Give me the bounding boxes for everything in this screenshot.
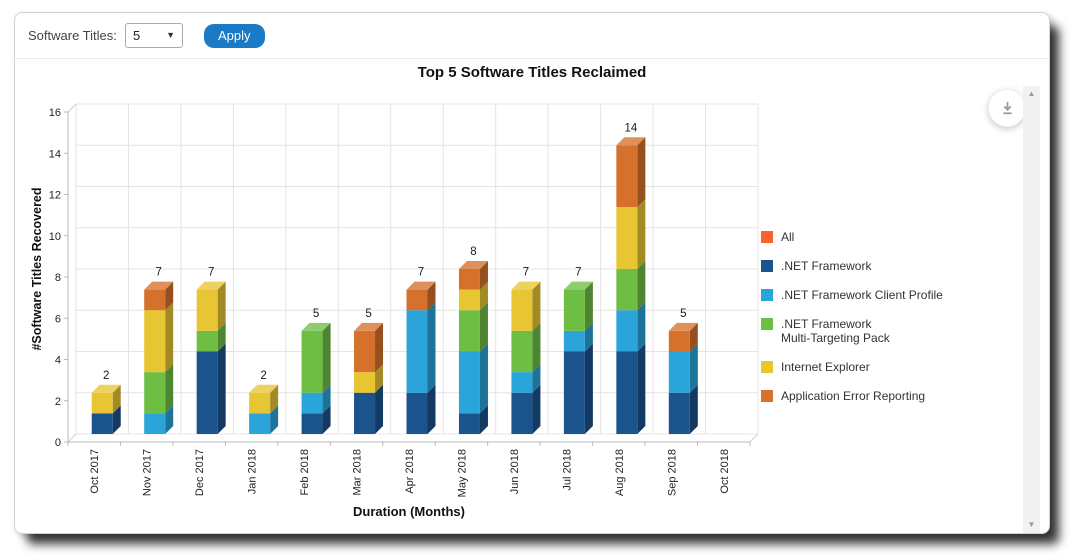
svg-text:Aug 2018: Aug 2018 <box>614 449 626 496</box>
svg-text:2: 2 <box>55 396 61 408</box>
svg-text:Nov 2017: Nov 2017 <box>142 449 154 496</box>
svg-text:7: 7 <box>575 267 581 279</box>
svg-text:Apr 2018: Apr 2018 <box>404 449 416 494</box>
legend-item[interactable]: .NET Framework Multi-Targeting Pack <box>761 317 991 345</box>
apply-button[interactable]: Apply <box>204 24 265 48</box>
svg-text:2: 2 <box>103 370 109 382</box>
svg-text:14: 14 <box>624 122 637 134</box>
svg-text:#Software Titles Recovered: #Software Titles Recovered <box>30 187 44 350</box>
svg-text:7: 7 <box>155 267 161 279</box>
svg-text:5: 5 <box>365 308 371 320</box>
vertical-scrollbar[interactable]: ▲ ▼ <box>1023 86 1040 533</box>
svg-text:5: 5 <box>680 308 686 320</box>
svg-text:12: 12 <box>49 190 61 202</box>
legend-item-label: .NET Framework <box>781 259 872 273</box>
svg-text:5: 5 <box>313 308 319 320</box>
chevron-down-icon: ▼ <box>166 30 175 40</box>
download-button[interactable] <box>988 89 1026 127</box>
legend-item-label: All <box>781 230 795 244</box>
legend-swatch-icon <box>761 231 773 243</box>
svg-text:8: 8 <box>55 272 61 284</box>
legend-swatch-icon <box>761 289 773 301</box>
legend-item-label: .NET Framework Client Profile <box>781 288 943 302</box>
software-titles-select[interactable]: 5 ▼ <box>125 23 183 48</box>
svg-text:Feb 2018: Feb 2018 <box>299 449 311 495</box>
svg-text:14: 14 <box>49 148 61 160</box>
software-titles-label: Software Titles: <box>28 28 117 43</box>
svg-text:Dec 2017: Dec 2017 <box>194 449 206 496</box>
svg-text:Oct 2018: Oct 2018 <box>719 449 731 494</box>
legend-swatch-icon <box>761 361 773 373</box>
legend-item[interactable]: .NET Framework <box>761 259 991 273</box>
legend-swatch-icon <box>761 318 773 330</box>
toolbar: Software Titles: 5 ▼ Apply <box>15 13 1049 59</box>
svg-text:10: 10 <box>49 231 61 243</box>
chart-plot: 0 2 4 6 8 10 12 14 16 Oct 2017 Nov 2017 Dec 2017 Jan… <box>30 103 759 519</box>
svg-text:7: 7 <box>418 267 424 279</box>
svg-text:16: 16 <box>49 107 61 119</box>
download-icon <box>1002 101 1012 114</box>
chart-legend: All .NET Framework .NET Framework Client P… <box>761 230 991 418</box>
svg-text:6: 6 <box>55 313 61 325</box>
svg-text:Sep 2018: Sep 2018 <box>666 449 678 496</box>
legend-item-label: Application Error Reporting <box>781 389 926 403</box>
svg-text:0: 0 <box>55 437 61 449</box>
legend-swatch-icon <box>761 260 773 272</box>
legend-item[interactable]: All <box>761 230 991 244</box>
svg-text:7: 7 <box>208 267 214 279</box>
legend-item[interactable]: .NET Framework Client Profile <box>761 288 991 302</box>
legend-item[interactable]: Application Error Reporting <box>761 389 991 403</box>
scroll-up-icon[interactable]: ▲ <box>1027 89 1036 98</box>
svg-text:4: 4 <box>55 355 61 367</box>
report-widget-card: Software Titles: 5 ▼ Apply Top 5 Softwar… <box>14 12 1050 534</box>
legend-item-label: .NET Framework Multi-Targeting Pack <box>781 317 890 345</box>
svg-text:Oct 2017: Oct 2017 <box>89 449 101 494</box>
svg-text:Duration (Months): Duration (Months) <box>353 504 465 519</box>
svg-text:Mar 2018: Mar 2018 <box>352 449 364 495</box>
legend-swatch-icon <box>761 390 773 402</box>
svg-text:7: 7 <box>523 267 529 279</box>
software-titles-selected-value: 5 <box>133 28 141 43</box>
svg-text:Jan 2018: Jan 2018 <box>247 449 259 494</box>
chart-title: Top 5 Software Titles Reclaimed <box>417 64 647 81</box>
svg-text:Jun 2018: Jun 2018 <box>509 449 521 494</box>
legend-item-label: Internet Explorer <box>781 360 870 374</box>
svg-text:8: 8 <box>470 246 476 258</box>
legend-item[interactable]: Internet Explorer <box>761 360 991 374</box>
svg-text:Jul 2018: Jul 2018 <box>561 449 573 491</box>
svg-text:2: 2 <box>260 370 266 382</box>
svg-text:May 2018: May 2018 <box>456 449 468 497</box>
scroll-down-icon[interactable]: ▼ <box>1027 520 1036 529</box>
